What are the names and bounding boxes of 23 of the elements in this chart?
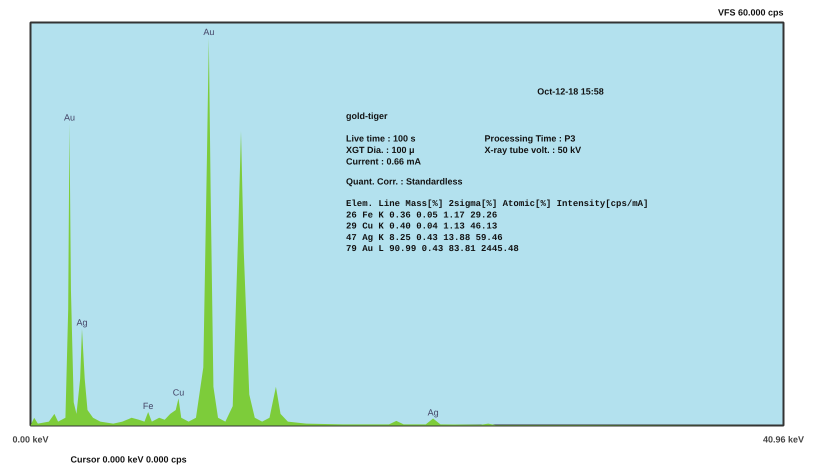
annotation: Ag <box>428 408 439 418</box>
annotation: Ag <box>76 318 88 328</box>
annotation: Elem. Line Mass[%] 2sigma[%] Atomic[%] Intensity[cps/mA] <box>346 199 648 210</box>
annotation: Oct-12-18 15:58 <box>537 86 604 97</box>
annotation: Current : 0.66 mA <box>346 156 422 167</box>
annotation: 79 Au L 90.99 0.43 83.81 2445.48 <box>346 244 519 254</box>
annotation: Live time : 100 s <box>346 134 416 144</box>
annotation: X-ray tube volt. : 50 kV <box>484 145 582 156</box>
text: Cursor 0.000 keV 0.000 cps <box>70 454 187 464</box>
annotation: Au <box>203 27 214 37</box>
text: VFS 60.000 cps <box>718 8 784 18</box>
x-tick-label: 40.96 keV <box>762 434 804 444</box>
annotation: Processing Time : P3 <box>484 134 576 144</box>
annotation: Fe <box>142 400 154 411</box>
annotation: Cu <box>172 387 184 398</box>
annotation: Au <box>64 112 75 122</box>
annotation: 47 Ag K 8.25 0.43 13.88 59.46 <box>346 232 503 243</box>
annotation: gold-tiger <box>346 111 388 122</box>
annotation: Quant. Corr. : Standardless <box>346 176 463 186</box>
x-tick-label: 0.00 keV <box>12 434 49 444</box>
annotation: 26 Fe K 0.36 0.05 1.17 29.26 <box>346 210 498 220</box>
annotation: XGT Dia. : 100 μ <box>346 145 415 156</box>
annotation: 29 Cu K 0.40 0.04 1.13 46.13 <box>346 222 498 232</box>
